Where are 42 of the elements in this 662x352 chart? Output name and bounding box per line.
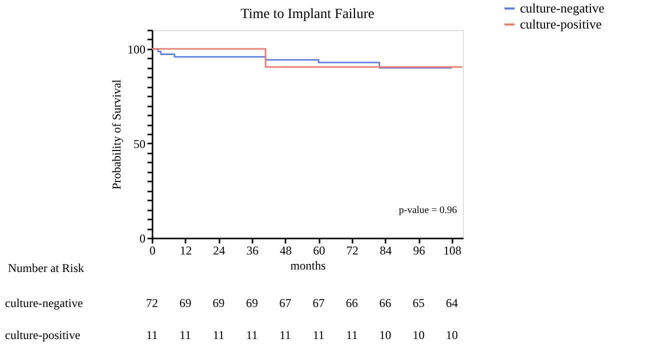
text: 11	[346, 328, 358, 342]
text: 69	[179, 296, 192, 310]
text: culture-positive	[5, 328, 80, 342]
text: 67	[279, 296, 292, 310]
legend-label: culture-positive	[520, 16, 602, 32]
y-tick-label: 0	[140, 232, 146, 246]
text: 10	[379, 328, 392, 342]
x-tick-label: 48	[280, 244, 292, 258]
x-tick-label: 96	[413, 244, 426, 258]
y-axis-title: Probability of Survival	[110, 78, 124, 190]
text: 72	[146, 296, 158, 310]
legend-label: culture-negative	[520, 0, 605, 16]
annotation: p-value = 0.96	[398, 205, 457, 216]
x-tick-label: 24	[213, 244, 226, 258]
y-tick-label: 50	[134, 136, 146, 151]
text: culture-negative	[5, 296, 83, 310]
x-axis-title: months	[290, 258, 326, 272]
text: 67	[312, 296, 325, 310]
text: 69	[212, 296, 225, 310]
x-tick-label: 36	[246, 244, 258, 258]
text: 69	[246, 296, 258, 310]
text: 65	[412, 296, 425, 310]
text: 64	[446, 296, 458, 310]
x-tick-label: 12	[180, 244, 192, 258]
text: 11	[312, 328, 324, 342]
x-tick-label: 84	[380, 244, 392, 258]
text: 11	[246, 328, 258, 342]
text: 11	[180, 328, 192, 342]
text: 66	[346, 296, 358, 310]
x-tick-label: 108	[443, 244, 462, 258]
text: 11	[212, 328, 224, 342]
y-tick-label: 100	[128, 42, 146, 56]
chart-title: Time to Implant Failure	[240, 7, 374, 22]
text: 10	[446, 328, 458, 342]
text: 11	[146, 328, 158, 342]
text: Number at Risk	[8, 261, 84, 275]
x-tick-label: 0	[150, 244, 156, 258]
x-tick-label: 60	[313, 244, 326, 258]
x-tick-label: 72	[346, 244, 358, 258]
text: 10	[412, 328, 425, 342]
text: 11	[280, 328, 292, 342]
text: 66	[379, 296, 392, 310]
